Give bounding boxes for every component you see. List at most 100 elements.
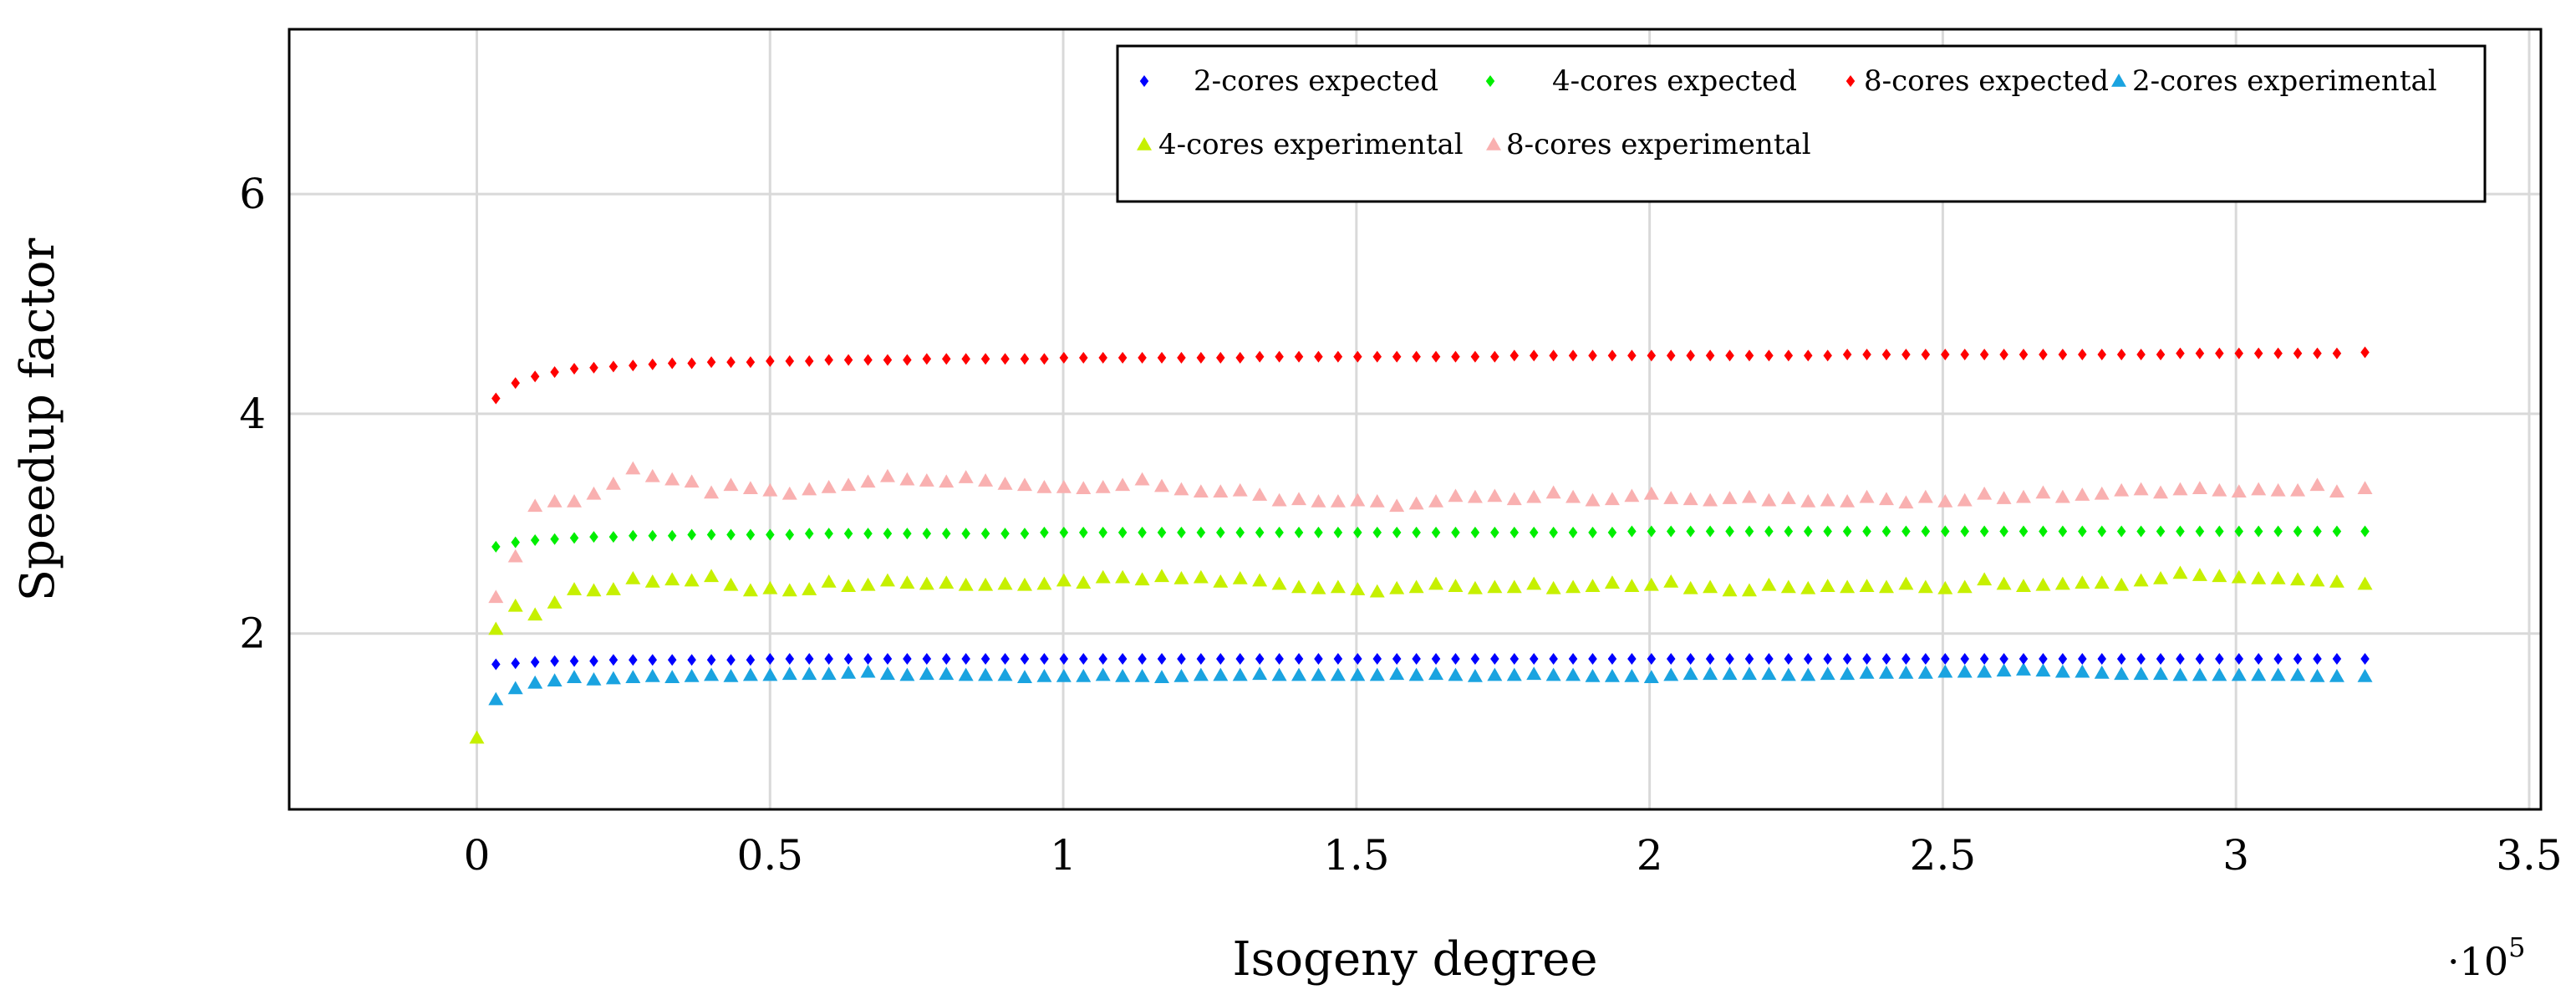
data-point: [1470, 350, 1480, 363]
data-point: [1565, 667, 1581, 681]
data-point: [841, 666, 857, 679]
data-point: [2116, 348, 2126, 360]
data-point: [1467, 668, 1483, 682]
data-point: [781, 583, 797, 597]
data-point: [746, 654, 756, 666]
data-point: [1881, 348, 1891, 360]
data-point: [1020, 353, 1030, 365]
data-point: [1467, 580, 1483, 594]
data-point: [1823, 349, 1832, 362]
data-point: [644, 468, 660, 482]
data-point: [1412, 526, 1421, 538]
data-point: [2234, 652, 2244, 665]
data-point: [1311, 494, 1326, 508]
data-point: [1627, 652, 1637, 665]
data-point: [2133, 666, 2149, 681]
data-point: [1607, 349, 1617, 362]
data-point: [2078, 348, 2087, 360]
data-point: [1138, 652, 1147, 665]
data-point: [1820, 666, 1835, 681]
data-point: [1957, 492, 1973, 507]
data-point: [1115, 477, 1131, 492]
data-point: [961, 652, 970, 665]
data-point: [1271, 576, 1287, 590]
data-point: [1040, 652, 1049, 665]
data-point: [958, 667, 974, 681]
data-point: [667, 529, 677, 542]
data-point: [1353, 652, 1362, 665]
data-point: [1862, 525, 1871, 538]
data-point: [1428, 666, 1444, 681]
x-scale-exponent: 5: [2508, 931, 2525, 963]
data-point: [1255, 652, 1265, 665]
data-point: [1529, 652, 1539, 665]
data-point: [1957, 664, 1973, 678]
data-point: [1157, 526, 1167, 538]
data-point: [1275, 526, 1284, 538]
data-point: [684, 668, 700, 682]
data-point: [2231, 667, 2247, 681]
data-point: [1431, 652, 1441, 665]
data-point: [2094, 666, 2110, 679]
data-point: [939, 474, 955, 488]
data-point: [527, 498, 543, 513]
legend-marker: [1486, 137, 1501, 151]
data-point: [567, 494, 583, 508]
data-point: [644, 574, 660, 588]
data-point: [883, 528, 893, 540]
data-point: [2332, 652, 2342, 665]
data-point: [2192, 667, 2207, 681]
data-point: [491, 392, 501, 405]
data-point: [2094, 486, 2110, 500]
data-point: [1311, 580, 1326, 594]
data-point: [980, 652, 990, 665]
data-point: [1056, 668, 1072, 682]
data-point: [1271, 667, 1287, 681]
data-point: [1607, 526, 1617, 538]
data-point: [1311, 667, 1326, 681]
data-point: [1157, 351, 1167, 364]
data-point: [1842, 348, 1852, 360]
data-point: [726, 654, 736, 666]
data-point: [1216, 351, 1225, 364]
data-point: [2309, 573, 2325, 587]
data-point: [1509, 349, 1520, 362]
data-point: [2253, 525, 2263, 538]
data-point: [1076, 481, 1092, 495]
data-point: [2195, 347, 2205, 360]
data-point: [1996, 576, 2012, 590]
data-point: [802, 582, 817, 595]
data-point: [1134, 472, 1150, 486]
data-point: [507, 598, 523, 612]
data-point: [1683, 666, 1698, 681]
data-point: [1529, 349, 1539, 362]
data-point: [1744, 349, 1754, 362]
data-point: [883, 652, 893, 665]
x-scale-base: ·10: [2447, 939, 2508, 984]
data-point: [785, 652, 795, 665]
data-point: [1369, 494, 1385, 508]
data-point: [2035, 663, 2051, 677]
data-point: [2231, 569, 2247, 584]
data-point: [1761, 577, 1777, 591]
data-point: [1823, 652, 1832, 665]
data-point: [2309, 668, 2325, 682]
data-point: [1686, 525, 1695, 538]
data-point: [1878, 492, 1894, 506]
data-point: [2293, 347, 2303, 360]
data-point: [1392, 350, 1402, 363]
legend-label: 2-cores expected: [1194, 64, 1438, 98]
data-point: [1117, 652, 1128, 665]
data-point: [922, 353, 932, 365]
data-point: [863, 354, 873, 366]
data-point: [742, 667, 758, 681]
data-point: [1431, 526, 1441, 538]
data-point: [704, 569, 720, 583]
data-point: [491, 658, 501, 671]
data-point: [1487, 579, 1503, 594]
data-point: [726, 528, 736, 541]
data-point: [1020, 652, 1030, 665]
series-4-cores-experimental: [469, 565, 2373, 744]
data-point: [821, 666, 837, 681]
data-point: [1937, 664, 1953, 678]
